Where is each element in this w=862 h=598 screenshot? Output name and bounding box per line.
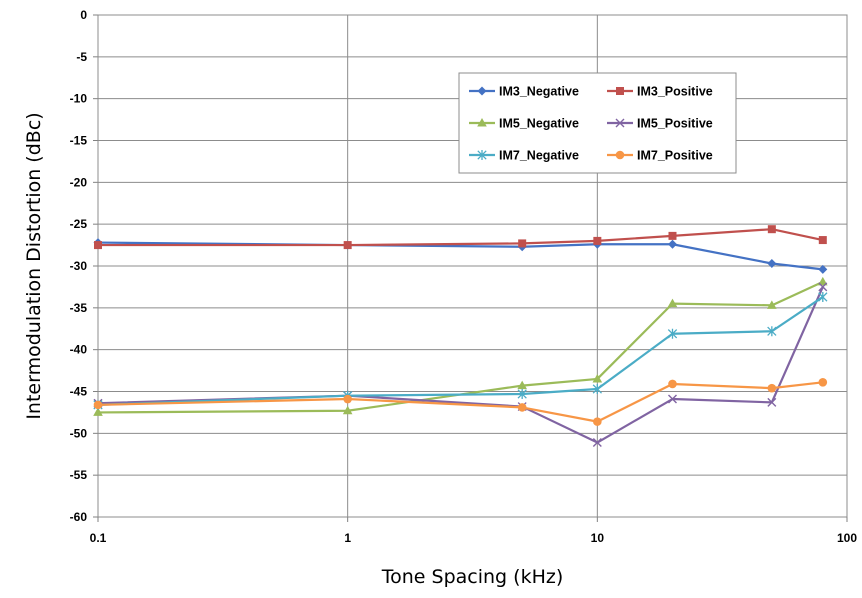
series-im7-positive bbox=[93, 377, 828, 426]
legend: IM3_Negative IM3_Positive IM5_Negative IM5_… bbox=[458, 72, 737, 174]
data-point bbox=[93, 407, 103, 416]
data-point bbox=[517, 403, 527, 412]
data-point bbox=[818, 377, 828, 387]
legend-item: IM7_Positive bbox=[607, 149, 713, 163]
y-tick-label: 0 bbox=[80, 8, 87, 22]
data-point bbox=[517, 389, 527, 400]
x-axis-title: Tone Spacing (kHz) bbox=[381, 566, 564, 588]
data-point bbox=[767, 397, 777, 407]
y-tick-label: -40 bbox=[70, 343, 88, 357]
data-point bbox=[94, 241, 102, 250]
data-point bbox=[668, 231, 677, 240]
legend-label: IM5_Positive bbox=[637, 117, 713, 131]
legend-label: IM3_Positive bbox=[637, 85, 713, 99]
legend-box bbox=[458, 72, 737, 174]
series-group bbox=[93, 225, 828, 448]
x-tick-label: 10 bbox=[591, 531, 605, 545]
data-point bbox=[667, 298, 678, 308]
data-point bbox=[667, 394, 677, 404]
data-point bbox=[767, 383, 777, 393]
data-point bbox=[592, 383, 602, 394]
data-point bbox=[818, 282, 828, 292]
legend-swatch-marker bbox=[615, 118, 625, 128]
data-point bbox=[818, 291, 828, 302]
data-point bbox=[818, 264, 828, 274]
legend-item: IM5_Positive bbox=[607, 117, 713, 131]
x-tick-label: 1 bbox=[344, 531, 351, 545]
data-point bbox=[592, 438, 602, 448]
legend-item: IM5_Negative bbox=[469, 117, 579, 131]
data-point bbox=[343, 241, 352, 250]
legend-swatch-marker bbox=[477, 86, 487, 96]
x-tick-label: 0.1 bbox=[90, 531, 107, 545]
y-tick-label: -20 bbox=[70, 175, 88, 189]
data-point bbox=[667, 239, 677, 249]
data-point bbox=[593, 417, 602, 426]
y-tick-label: -45 bbox=[70, 385, 88, 399]
legend-swatch-marker bbox=[477, 150, 487, 160]
data-point bbox=[592, 373, 603, 383]
y-tick-label: -35 bbox=[70, 301, 88, 315]
legend-swatch-marker bbox=[615, 150, 625, 160]
x-tick-label: 100 bbox=[837, 531, 857, 545]
data-point bbox=[667, 328, 678, 339]
legend-item: IM3_Positive bbox=[607, 85, 713, 99]
tick-labels: 0 -5 -10 -15 -20 -25 -30 -35 -40 -45 -50 -55 -600.1 1… bbox=[70, 8, 858, 545]
series-im3-positive bbox=[94, 225, 827, 250]
y-tick-label: -50 bbox=[70, 426, 88, 440]
data-point bbox=[767, 300, 777, 309]
series-im5-negative bbox=[93, 276, 828, 416]
legend-label: IM7_Negative bbox=[499, 149, 579, 163]
data-point bbox=[343, 394, 352, 404]
data-point bbox=[818, 236, 827, 245]
y-tick-label: -25 bbox=[70, 217, 88, 231]
data-point bbox=[767, 258, 777, 268]
y-axis-title: Intermodulation Distortion (dBc) bbox=[23, 112, 45, 419]
data-point bbox=[593, 236, 602, 245]
data-point bbox=[342, 405, 353, 415]
y-tick-label: -30 bbox=[70, 259, 88, 273]
y-tick-label: -15 bbox=[70, 134, 88, 148]
data-point bbox=[93, 400, 103, 410]
y-tick-label: -10 bbox=[70, 92, 88, 106]
data-point bbox=[767, 225, 776, 234]
data-point bbox=[767, 326, 777, 337]
data-point bbox=[668, 379, 677, 389]
legend-swatch-marker bbox=[477, 118, 487, 127]
data-point bbox=[518, 239, 527, 248]
legend-swatch-marker bbox=[616, 87, 624, 95]
legend-label: IM5_Negative bbox=[499, 117, 579, 131]
legend-item: IM7_Negative bbox=[469, 149, 579, 163]
y-tick-label: -60 bbox=[70, 510, 88, 524]
legend-label: IM7_Positive bbox=[637, 149, 713, 163]
y-tick-label: -5 bbox=[76, 50, 87, 64]
data-point bbox=[517, 380, 527, 390]
y-tick-label: -55 bbox=[70, 468, 88, 482]
data-point bbox=[818, 276, 828, 286]
legend-label: IM3_Negative bbox=[499, 85, 579, 99]
legend-item: IM3_Negative bbox=[469, 85, 579, 99]
